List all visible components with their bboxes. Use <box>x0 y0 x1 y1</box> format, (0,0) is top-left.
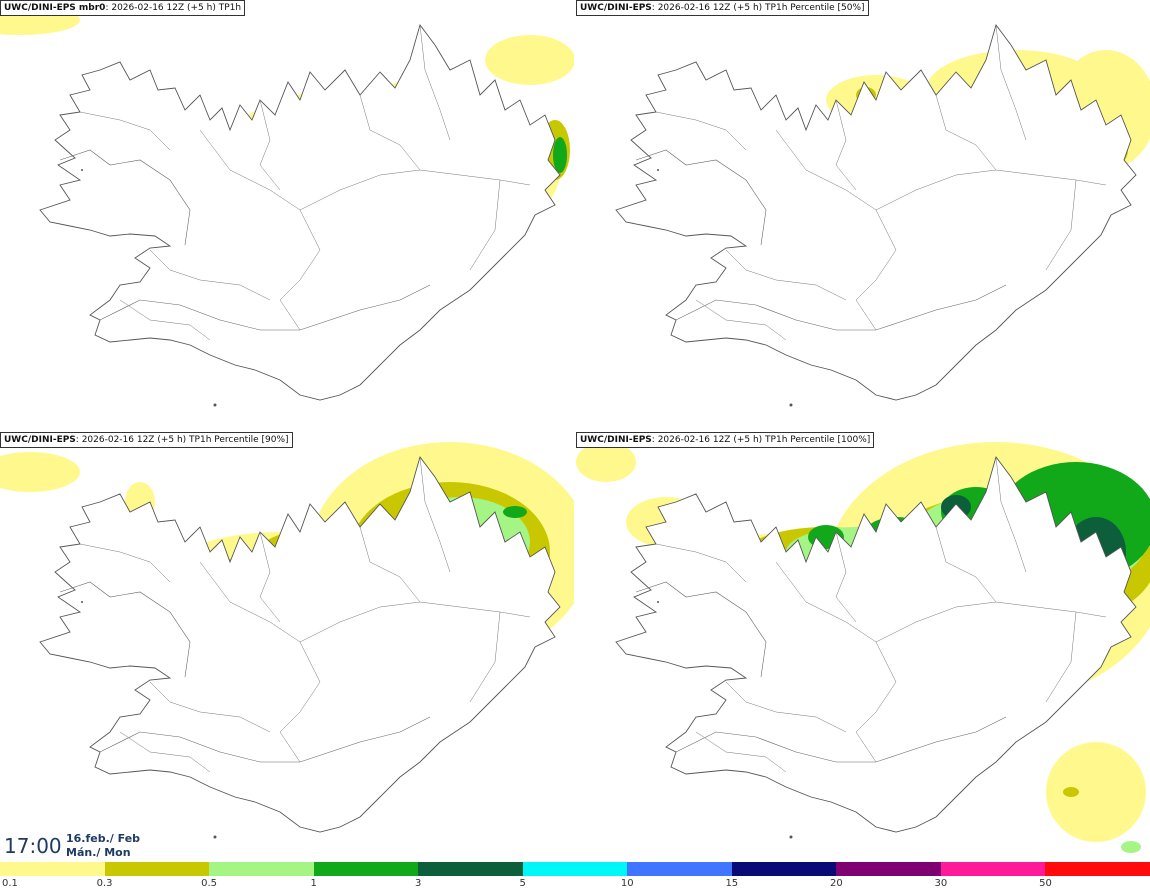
legend-label: 1 <box>310 878 317 889</box>
map-panel-mbr0: UWC/DINI-EPS mbr0: 2026-02-16 12Z (+5 h)… <box>0 0 574 429</box>
legend-swatch <box>104 862 210 876</box>
legend-label: 0.1 <box>2 878 18 889</box>
panel-title-bold: UWC/DINI-EPS <box>580 435 652 445</box>
legend-swatch <box>1045 862 1150 876</box>
legend-label: 20 <box>829 878 843 889</box>
valid-date: 16.feb./ Feb <box>66 832 141 845</box>
legend-swatch <box>209 862 315 876</box>
panel-title-bold: UWC/DINI-EPS <box>4 435 76 445</box>
panel-title-var: TP1h Percentile [100%] <box>762 435 871 445</box>
legend-swatch <box>313 862 419 876</box>
panel-title-run: : 2026-02-16 12Z (+5 h) <box>75 435 187 445</box>
panel-title-var: TP1h Percentile [50%] <box>762 3 865 13</box>
legend-label: 3 <box>414 878 422 889</box>
legend-swatch <box>940 862 1046 876</box>
map-panel-p90: UWC/DINI-EPS: 2026-02-16 12Z (+5 h) TP1h… <box>0 432 574 862</box>
panel-title-mbr0: UWC/DINI-EPS mbr0: 2026-02-16 12Z (+5 h)… <box>0 0 246 16</box>
map-panel-p50: UWC/DINI-EPS: 2026-02-16 12Z (+5 h) TP1h… <box>576 0 1150 429</box>
precip-map-p100 <box>576 442 1150 853</box>
legend-swatch <box>731 862 837 876</box>
legend-label: 10 <box>620 878 634 889</box>
legend-label: 15 <box>725 878 739 889</box>
panel-title-p50: UWC/DINI-EPS: 2026-02-16 12Z (+5 h) TP1h… <box>576 0 869 16</box>
precip-map-mbr0 <box>0 5 574 407</box>
precip-map-p50 <box>615 24 1150 407</box>
legend-label: 5 <box>519 878 526 889</box>
precip-map-p90 <box>0 442 574 839</box>
legend-swatch <box>418 862 524 876</box>
valid-time: 17:00 <box>4 834 62 858</box>
legend-swatch <box>836 862 942 876</box>
panel-title-run: : 2026-02-16 12Z (+5 h) <box>651 435 763 445</box>
panel-title-run: : 2026-02-16 12Z (+5 h) <box>651 3 763 13</box>
valid-time-box: 17:00 16.feb./ Feb Mán./ Mon <box>0 826 160 862</box>
legend-label: 0.3 <box>96 878 113 889</box>
legend-swatch <box>627 862 733 876</box>
legend-swatch <box>0 862 105 876</box>
map-panel-p100: UWC/DINI-EPS: 2026-02-16 12Z (+5 h) TP1h… <box>576 432 1150 862</box>
legend-swatch <box>522 862 628 876</box>
valid-weekday: Mán./ Mon <box>66 846 131 859</box>
color-legend: 0.1 0.3 0.5 1 3 5 10 15 20 30 50 <box>0 862 1150 891</box>
panel-title-var: TP1h <box>215 3 242 13</box>
legend-label: 0.5 <box>201 878 218 889</box>
panel-title-p100: UWC/DINI-EPS: 2026-02-16 12Z (+5 h) TP1h… <box>576 432 875 448</box>
legend-label: 30 <box>934 878 948 889</box>
legend-label: 50 <box>1039 878 1052 889</box>
panel-title-run: : 2026-02-16 12Z (+5 h) <box>105 3 216 13</box>
panel-title-bold: UWC/DINI-EPS mbr0 <box>4 3 106 13</box>
panel-title-bold: UWC/DINI-EPS <box>580 3 652 13</box>
panel-divider-horizontal <box>0 429 1150 432</box>
panel-title-p90: UWC/DINI-EPS: 2026-02-16 12Z (+5 h) TP1h… <box>0 432 293 448</box>
panel-title-var: TP1h Percentile [90%] <box>186 435 289 445</box>
